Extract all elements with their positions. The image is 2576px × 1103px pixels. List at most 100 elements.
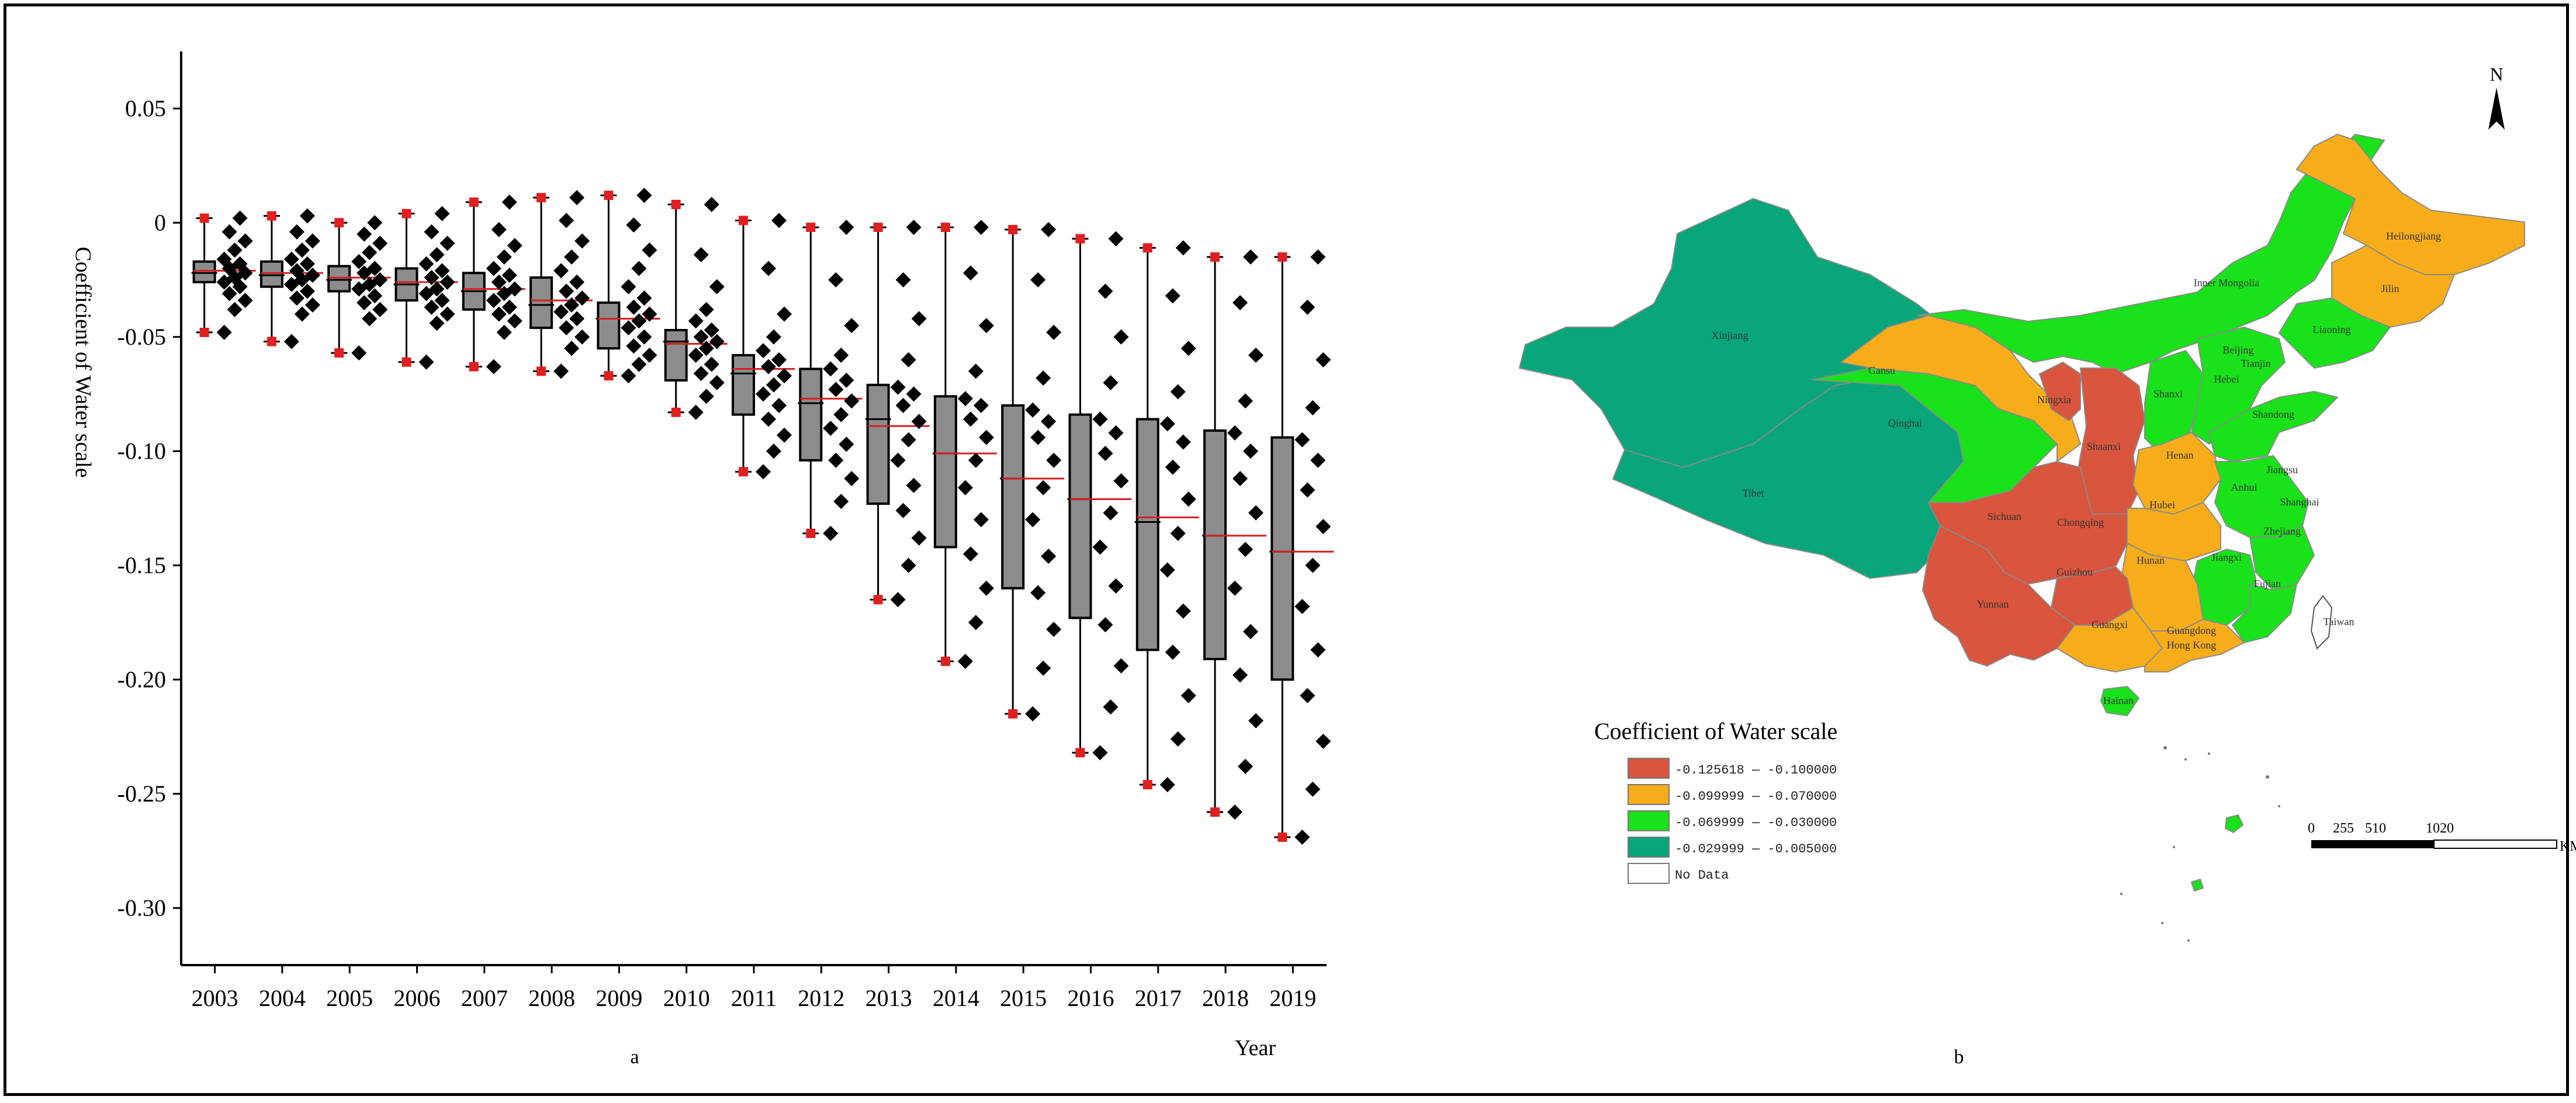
y-tick-label: -0.10 bbox=[117, 438, 166, 464]
x-tick-label: 2010 bbox=[663, 985, 710, 1011]
data-point bbox=[833, 407, 849, 422]
data-point bbox=[1310, 642, 1326, 658]
data-point bbox=[496, 249, 512, 265]
data-point bbox=[766, 377, 781, 393]
x-tick-label: 2012 bbox=[798, 985, 844, 1011]
data-point bbox=[559, 283, 574, 299]
data-point bbox=[1248, 505, 1264, 521]
data-point bbox=[906, 386, 922, 402]
x-tick-label: 2016 bbox=[1067, 985, 1114, 1011]
data-point bbox=[1227, 580, 1243, 596]
data-point bbox=[704, 356, 719, 372]
legend-swatch bbox=[1628, 837, 1670, 858]
data-point bbox=[1092, 411, 1108, 427]
data-point bbox=[367, 261, 383, 276]
box-body bbox=[732, 354, 755, 416]
label-anhui: Anhui bbox=[2231, 481, 2258, 493]
data-point bbox=[895, 502, 911, 518]
min-marker bbox=[199, 327, 209, 337]
label-sichuan: Sichuan bbox=[1988, 511, 2021, 522]
data-point bbox=[1113, 329, 1129, 345]
min-marker bbox=[873, 595, 883, 605]
min-marker bbox=[739, 467, 748, 477]
data-point bbox=[507, 313, 522, 329]
data-point bbox=[844, 393, 860, 409]
data-point bbox=[906, 477, 922, 493]
data-point bbox=[564, 297, 580, 313]
box-body bbox=[1068, 413, 1092, 619]
data-point bbox=[1159, 562, 1175, 578]
x-tick-label: 2008 bbox=[528, 985, 575, 1011]
box-body bbox=[597, 301, 621, 350]
data-point bbox=[1030, 429, 1046, 445]
data-point bbox=[1046, 452, 1062, 468]
data-point bbox=[289, 224, 304, 240]
box-2018 bbox=[1202, 252, 1267, 817]
data-point bbox=[901, 432, 916, 448]
data-point bbox=[1238, 758, 1254, 774]
label-guangxi: Guangxi bbox=[2092, 619, 2128, 630]
legend-title: Coefficient of Water scale bbox=[1594, 718, 1837, 744]
max-marker bbox=[469, 197, 479, 207]
data-point bbox=[839, 373, 854, 389]
data-point bbox=[631, 261, 647, 276]
data-point bbox=[424, 270, 439, 286]
box-2019 bbox=[1269, 252, 1334, 842]
data-point bbox=[1238, 393, 1254, 409]
data-point bbox=[299, 256, 315, 272]
data-point bbox=[621, 368, 636, 384]
data-point bbox=[911, 530, 927, 546]
box-body bbox=[866, 383, 890, 505]
label-hainan: Hainan bbox=[2103, 695, 2134, 706]
data-point bbox=[491, 221, 507, 237]
data-point bbox=[911, 414, 927, 429]
data-point bbox=[429, 315, 445, 331]
data-point bbox=[486, 293, 501, 308]
data-point bbox=[1170, 731, 1186, 747]
max-marker bbox=[806, 223, 816, 233]
x-tick-label: 2018 bbox=[1202, 985, 1249, 1011]
data-point bbox=[1232, 471, 1248, 487]
data-point bbox=[1036, 370, 1051, 386]
max-marker bbox=[671, 199, 681, 209]
data-point bbox=[709, 374, 725, 390]
data-point bbox=[1097, 617, 1113, 633]
data-point bbox=[833, 494, 849, 509]
data-point bbox=[1238, 542, 1254, 557]
data-point bbox=[294, 242, 310, 258]
data-point bbox=[631, 313, 647, 329]
data-point bbox=[299, 208, 315, 224]
data-point bbox=[1315, 352, 1331, 367]
data-point bbox=[569, 190, 585, 206]
data-point bbox=[1165, 459, 1180, 475]
data-point bbox=[1232, 295, 1248, 311]
data-point bbox=[289, 263, 304, 279]
label-xinjiang: Xinjiang bbox=[1712, 329, 1749, 341]
data-point bbox=[828, 381, 844, 397]
data-point bbox=[698, 389, 714, 404]
min-marker bbox=[266, 337, 276, 346]
x-tick-label: 2007 bbox=[461, 985, 508, 1011]
min-marker bbox=[671, 407, 681, 417]
label-hong-kong: Hong Kong bbox=[2167, 639, 2217, 651]
data-point bbox=[304, 233, 320, 249]
data-point bbox=[957, 391, 973, 407]
label-shandong: Shandong bbox=[2252, 408, 2294, 420]
box-2008 bbox=[528, 193, 593, 376]
data-point bbox=[372, 272, 388, 287]
data-point bbox=[890, 379, 906, 395]
data-point bbox=[1305, 557, 1321, 573]
min-marker bbox=[1210, 807, 1220, 817]
data-point bbox=[367, 215, 383, 231]
data-point bbox=[351, 345, 367, 361]
y-tick-label: -0.25 bbox=[117, 781, 166, 807]
data-point bbox=[1305, 400, 1321, 415]
region-shaanxi bbox=[2073, 367, 2146, 515]
data-point bbox=[574, 329, 590, 345]
data-point bbox=[777, 368, 792, 384]
legend-swatch bbox=[1628, 863, 1670, 884]
data-point bbox=[626, 299, 642, 315]
data-point bbox=[1305, 781, 1321, 797]
panel-b-caption: b bbox=[1954, 1046, 1964, 1068]
data-point bbox=[216, 251, 232, 267]
